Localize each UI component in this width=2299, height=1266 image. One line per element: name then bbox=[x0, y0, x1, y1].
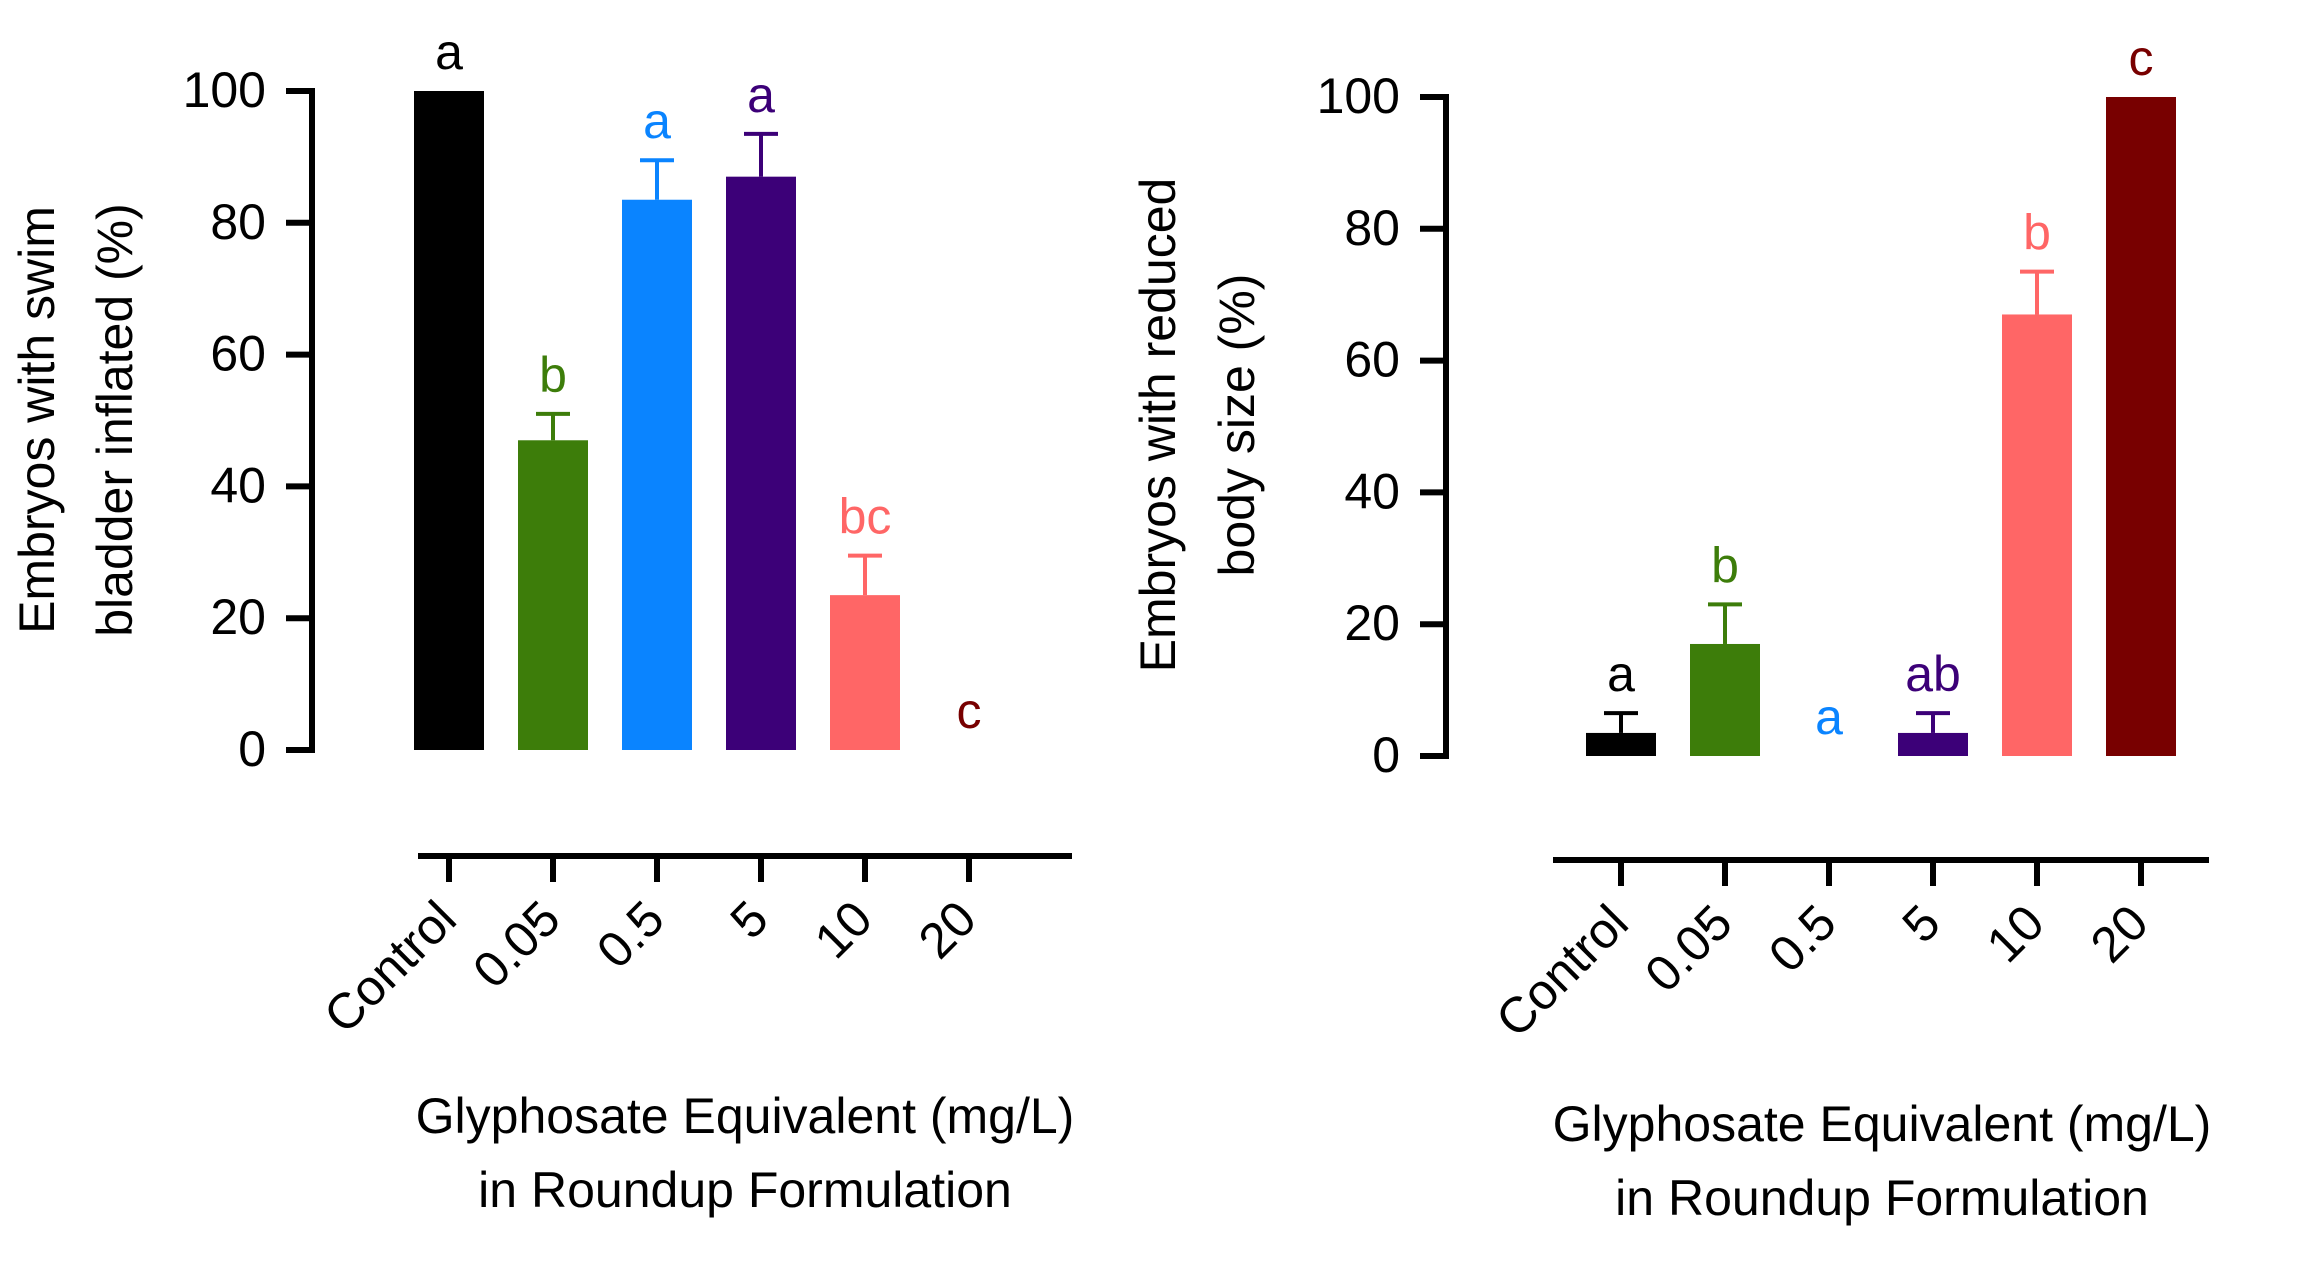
bar-0-5 bbox=[622, 199, 692, 751]
y-tick-label: 60 bbox=[210, 326, 266, 382]
bar-0-05 bbox=[518, 440, 588, 750]
y-tick-label: 40 bbox=[210, 457, 266, 513]
significance-letter-10: b bbox=[2023, 205, 2051, 261]
significance-letter-0-5: a bbox=[643, 93, 671, 149]
y-axis-label: Embryos with reduced bbox=[1130, 178, 1186, 673]
x-tick-label-control: Control bbox=[313, 890, 467, 1044]
significance-letter-20: c bbox=[957, 683, 982, 739]
y-tick-label: 80 bbox=[1344, 200, 1400, 256]
bar-5 bbox=[1898, 732, 1968, 756]
bar-0-05 bbox=[1690, 643, 1760, 756]
bar-5 bbox=[726, 176, 796, 751]
significance-letter-10: bc bbox=[839, 489, 892, 545]
y-tick-label: 100 bbox=[1317, 68, 1400, 124]
y-tick-label: 40 bbox=[1344, 463, 1400, 519]
significance-letter-5: a bbox=[747, 67, 775, 123]
bar-control bbox=[1586, 732, 1656, 756]
y-axis-label: bladder inflated (%) bbox=[87, 203, 143, 637]
y-tick-label: 20 bbox=[1344, 595, 1400, 651]
significance-letter-0-05: b bbox=[1711, 537, 1739, 593]
x-axis-label: in Roundup Formulation bbox=[1615, 1170, 2149, 1226]
x-tick-label-10: 10 bbox=[804, 890, 883, 969]
x-axis-label: in Roundup Formulation bbox=[478, 1162, 1012, 1218]
y-tick-label: 0 bbox=[1372, 727, 1400, 783]
x-tick-label-0-05: 0.05 bbox=[462, 890, 570, 998]
bar-10 bbox=[2002, 314, 2072, 756]
x-axis-label: Glyphosate Equivalent (mg/L) bbox=[416, 1088, 1075, 1144]
x-tick-label-0-05: 0.05 bbox=[1634, 894, 1742, 1002]
x-tick-label-0-5: 0.5 bbox=[586, 890, 675, 979]
x-tick-label-0-5: 0.5 bbox=[1758, 894, 1847, 983]
x-tick-label-control: Control bbox=[1485, 894, 1639, 1048]
x-axis-label: Glyphosate Equivalent (mg/L) bbox=[1553, 1096, 2212, 1152]
y-tick-label: 80 bbox=[210, 194, 266, 250]
chart-panel-right: 0 20 40 60 80 100 Embryos with reduced body siz… bbox=[1130, 30, 2211, 1226]
x-tick-label-20: 20 bbox=[2080, 894, 2159, 973]
y-tick-label: 20 bbox=[210, 589, 266, 645]
x-tick-label-5: 5 bbox=[1892, 894, 1951, 953]
significance-letter-0-5: a bbox=[1815, 689, 1843, 745]
significance-letter-5: ab bbox=[1905, 646, 1961, 702]
chart-panel-left: 0 20 40 60 80 100 Embryos with swim bladder inf… bbox=[9, 24, 1074, 1218]
significance-letter-0-05: b bbox=[539, 347, 567, 403]
significance-letter-control: a bbox=[435, 24, 463, 80]
significance-letter-20: c bbox=[2129, 30, 2154, 86]
y-tick-label: 0 bbox=[238, 721, 266, 777]
y-axis-label: Embryos with swim bbox=[9, 206, 65, 634]
bar-20 bbox=[2106, 97, 2176, 756]
bar-10 bbox=[830, 595, 900, 750]
y-axis-label: body size (%) bbox=[1209, 274, 1265, 577]
y-tick-label: 60 bbox=[1344, 332, 1400, 388]
bar-control bbox=[414, 91, 484, 750]
x-tick-label-20: 20 bbox=[908, 890, 987, 969]
y-tick-label: 100 bbox=[183, 62, 266, 118]
significance-letter-control: a bbox=[1607, 646, 1635, 702]
x-tick-label-5: 5 bbox=[720, 890, 779, 949]
x-tick-label-10: 10 bbox=[1976, 894, 2055, 973]
